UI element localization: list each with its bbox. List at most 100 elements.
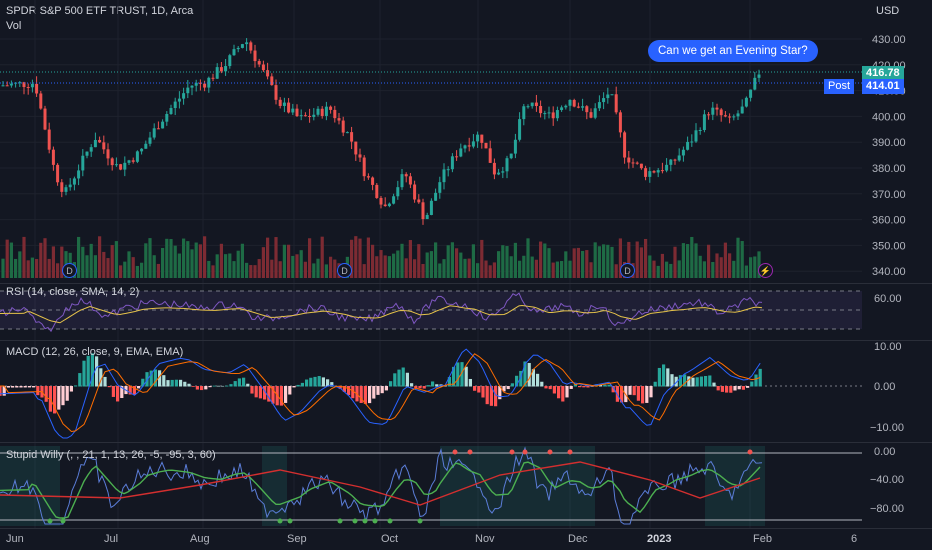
volume-bar <box>698 255 702 278</box>
volume-bar <box>1 258 5 278</box>
volume-bar <box>329 256 333 278</box>
volume-bar <box>723 242 727 278</box>
willy-overbought-dot <box>467 449 473 455</box>
macd-histogram-bar <box>460 362 464 387</box>
volume-bar <box>371 244 375 278</box>
macd-histogram-bar <box>725 386 729 393</box>
volume-bar <box>98 236 102 278</box>
volume-bar <box>728 253 732 278</box>
candle-body <box>295 108 299 117</box>
macd-histogram-bar <box>158 370 162 387</box>
candle-body <box>341 120 345 133</box>
macd-histogram-bar <box>246 383 250 387</box>
macd-histogram-bar <box>296 384 300 387</box>
candle-body <box>740 106 744 114</box>
candle-body <box>350 132 354 142</box>
volume-bar <box>207 260 211 278</box>
candle-body <box>434 192 438 201</box>
candle-body <box>245 42 249 45</box>
willy-overbought-dot <box>509 449 515 455</box>
candle-body <box>362 157 366 177</box>
rsi-label[interactable]: RSI (14, close, SMA, 14, 2) <box>6 286 140 298</box>
macd-histogram-bar <box>716 386 720 391</box>
candle-body <box>690 141 694 143</box>
candle-body <box>329 106 333 110</box>
volume-bar <box>287 244 291 278</box>
candle-body <box>602 98 606 103</box>
macd-histogram-bar <box>2 386 6 396</box>
volume-bar <box>665 261 669 278</box>
macd-histogram-bar <box>548 386 552 390</box>
volume-bar <box>484 260 488 278</box>
volume-bar <box>610 246 614 278</box>
candle-body <box>627 157 631 163</box>
candle-body <box>450 156 454 170</box>
volume-bar <box>224 254 228 278</box>
dividend-marker[interactable]: D <box>620 263 635 278</box>
volume-bar <box>480 239 484 278</box>
candle-body <box>89 147 93 152</box>
annotation-bubble[interactable]: Can we get an Evening Star? <box>648 40 818 62</box>
volume-label[interactable]: Vol <box>6 20 22 32</box>
chart-title[interactable]: SPDR S&P 500 ETF TRUST, 1D, Arca <box>6 5 194 17</box>
macd-histogram-bar <box>662 364 666 387</box>
candle-body <box>114 164 118 166</box>
price-axis-label: 400.00 <box>872 111 906 123</box>
candle-body <box>5 85 9 87</box>
volume-bar <box>702 261 706 278</box>
macd-histogram-bar <box>464 366 468 387</box>
pane-separator[interactable] <box>0 283 932 284</box>
currency-label[interactable]: USD <box>876 5 900 17</box>
candle-body <box>749 89 753 98</box>
macd-histogram-bar <box>363 386 367 404</box>
pane-separator[interactable] <box>0 340 932 341</box>
willy-label[interactable]: Stupid Willy (, , 21, 1, 13, 26, -5, -95… <box>6 449 216 461</box>
volume-bar <box>60 246 64 278</box>
macd-histogram-bar <box>309 377 313 387</box>
macd-histogram-bar <box>737 386 741 390</box>
macd-histogram-bar <box>405 372 409 387</box>
candle-body <box>123 162 127 170</box>
volume-bar <box>379 250 383 278</box>
volume-bar <box>501 245 505 278</box>
macd-label[interactable]: MACD (12, 26, close, 9, EMA, EMA) <box>6 346 184 358</box>
volume-bar <box>203 236 207 278</box>
volume-bar <box>114 241 118 278</box>
candle-body <box>568 99 572 106</box>
candle-body <box>224 66 228 72</box>
pane-separator[interactable] <box>0 442 932 443</box>
macd-histogram-bar <box>540 381 544 387</box>
candle-body <box>543 113 547 115</box>
macd-histogram-bar <box>645 386 649 403</box>
volume-bar <box>140 262 144 278</box>
candle-body <box>278 99 282 106</box>
candle-body <box>484 142 488 149</box>
macd-histogram-bar <box>69 386 73 392</box>
candle-body <box>429 200 433 215</box>
candle-body <box>585 106 589 113</box>
candle-body <box>303 115 307 117</box>
price-axis-label: 350.00 <box>872 240 906 252</box>
macd-histogram-bar <box>498 386 502 400</box>
volume-bar <box>694 243 698 278</box>
dividend-marker[interactable]: D <box>337 263 352 278</box>
macd-histogram-bar <box>86 355 90 387</box>
dividend-marker[interactable]: D <box>62 263 77 278</box>
macd-histogram-bar <box>128 386 132 395</box>
candle-body <box>677 155 681 161</box>
willy-fast-ma <box>0 461 761 519</box>
volume-bar <box>711 261 715 278</box>
candle-body <box>35 83 39 94</box>
macd-histogram-bar <box>401 367 405 387</box>
candle-body <box>152 128 156 138</box>
split-flash-icon[interactable]: ⚡ <box>758 263 773 278</box>
volume-bar <box>707 244 711 278</box>
candle-body <box>22 82 26 88</box>
price-axis[interactable]: 430.00420.00410.00400.00390.00380.00370.… <box>872 34 906 278</box>
candle-body <box>299 115 303 117</box>
macd-histogram-bar <box>485 386 489 405</box>
candle-body <box>39 93 43 109</box>
candle-body <box>98 139 102 143</box>
candle-body <box>198 82 202 84</box>
